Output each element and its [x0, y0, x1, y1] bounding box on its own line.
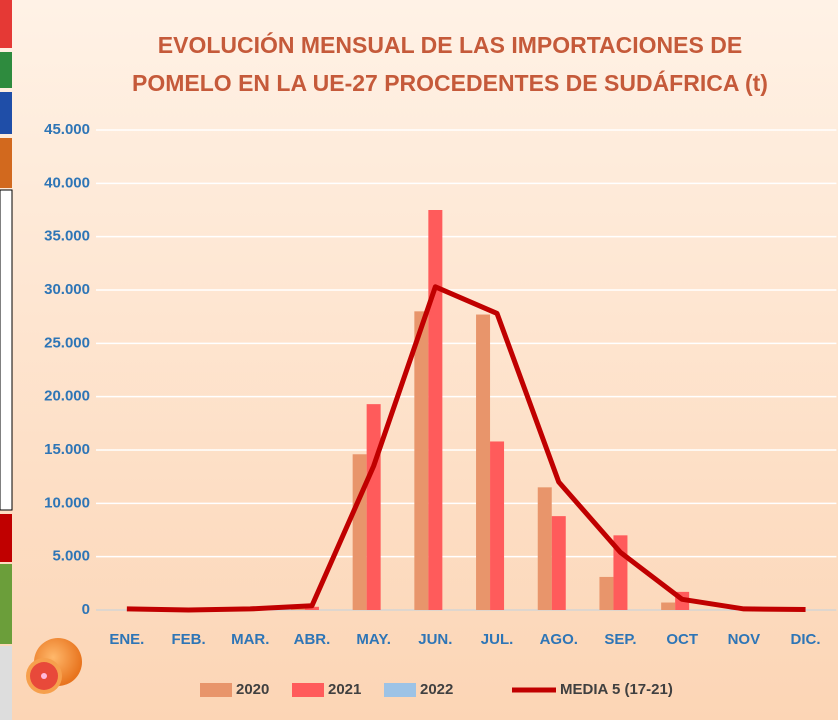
y-tick-label: 20.000	[44, 388, 90, 405]
legend-label: MEDIA 5 (17-21)	[560, 681, 673, 698]
y-tick-label: 45.000	[44, 121, 90, 138]
y-tick-label: 0	[82, 601, 90, 618]
x-tick-label: FEB.	[171, 631, 205, 648]
bar	[661, 602, 676, 610]
x-tick-label: ABR.	[294, 631, 331, 648]
legend-swatch	[292, 683, 324, 697]
x-tick-label: JUL.	[481, 631, 514, 648]
bar	[352, 454, 367, 610]
legend-label: 2020	[236, 681, 269, 698]
legend-label: 2021	[328, 681, 361, 698]
y-tick-label: 10.000	[44, 494, 90, 511]
x-tick-label: NOV	[728, 631, 761, 648]
x-tick-label: MAR.	[231, 631, 269, 648]
x-tick-label: ENE.	[109, 631, 144, 648]
legend-swatch	[200, 683, 232, 697]
legend-label: 2022	[420, 681, 453, 698]
y-tick-label: 5.000	[52, 548, 90, 565]
x-tick-label: AGO.	[540, 631, 578, 648]
y-tick-label: 30.000	[44, 281, 90, 298]
bar	[476, 314, 491, 610]
legend-swatch	[384, 683, 416, 697]
x-tick-label: OCT	[666, 631, 698, 648]
y-tick-label: 15.000	[44, 441, 90, 458]
bar	[366, 404, 381, 610]
x-tick-label: DIC.	[791, 631, 821, 648]
bar	[304, 606, 319, 610]
x-tick-label: JUN.	[418, 631, 452, 648]
bar	[599, 576, 614, 610]
y-tick-label: 40.000	[44, 174, 90, 191]
chart-title: POMELO EN LA UE-27 PROCEDENTES DE SUDÁFR…	[132, 69, 768, 96]
line-series	[126, 284, 806, 613]
x-tick-label: SEP.	[604, 631, 636, 648]
bar	[428, 210, 443, 610]
chart-title: EVOLUCIÓN MENSUAL DE LAS IMPORTACIONES D…	[158, 31, 742, 58]
bar	[551, 516, 566, 610]
y-tick-label: 25.000	[44, 334, 90, 351]
x-tick-label: MAY.	[356, 631, 390, 648]
grapefruit-icon	[26, 638, 82, 694]
bar	[490, 441, 505, 610]
y-tick-label: 35.000	[44, 228, 90, 245]
bar	[414, 311, 429, 610]
spreadsheet-edge	[0, 0, 13, 720]
bar	[537, 487, 552, 610]
